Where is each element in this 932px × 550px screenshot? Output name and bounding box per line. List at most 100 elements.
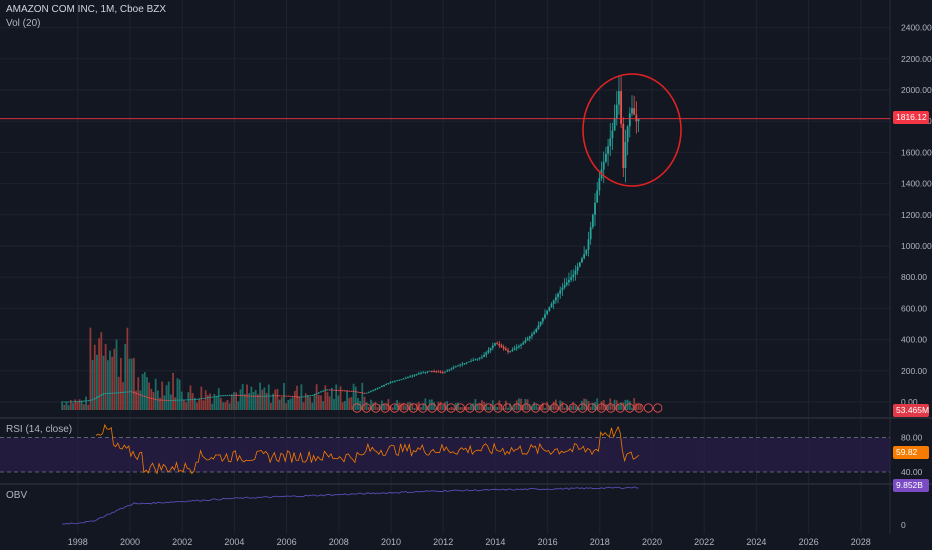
candle-body bbox=[357, 391, 359, 393]
volume-bar bbox=[524, 398, 527, 410]
candle-body bbox=[206, 397, 209, 399]
volume-bar bbox=[113, 348, 116, 410]
candle-body bbox=[298, 396, 301, 398]
candle-body bbox=[287, 395, 290, 397]
candle-body bbox=[624, 142, 627, 168]
volume-bar bbox=[135, 390, 137, 410]
volume-bar bbox=[613, 399, 616, 410]
volume-bar bbox=[85, 396, 87, 410]
candle-body bbox=[274, 395, 277, 397]
candle-body bbox=[213, 396, 216, 398]
candle-body bbox=[148, 397, 151, 399]
candle-body bbox=[496, 343, 499, 344]
candle-body bbox=[128, 391, 131, 393]
volume-bar bbox=[500, 404, 503, 410]
candle-body bbox=[607, 146, 609, 154]
volume-bar bbox=[285, 403, 288, 410]
candle-body bbox=[309, 395, 311, 397]
candle-body bbox=[307, 395, 309, 397]
candle-body bbox=[65, 401, 68, 403]
candle-body bbox=[389, 381, 392, 383]
candle-body bbox=[444, 371, 446, 373]
volume-bar bbox=[339, 386, 342, 410]
candle-body bbox=[374, 389, 377, 390]
candle-body bbox=[74, 401, 77, 403]
candle-body bbox=[176, 399, 179, 401]
event-marker bbox=[559, 403, 569, 413]
volume-bar bbox=[430, 399, 433, 410]
x-tick-label: 2012 bbox=[433, 537, 453, 547]
volume-bar bbox=[209, 393, 211, 410]
volume-bar bbox=[341, 402, 344, 410]
event-marker bbox=[568, 403, 578, 413]
candle-body bbox=[304, 396, 307, 397]
volume-bar bbox=[509, 403, 512, 410]
y-tick-label: 0.00 bbox=[901, 397, 918, 407]
y-tick-label: 1600.00 bbox=[901, 147, 932, 157]
volume-bar bbox=[228, 403, 231, 410]
candle-body bbox=[422, 372, 425, 374]
volume-bar bbox=[165, 385, 168, 410]
candle-body bbox=[119, 392, 122, 394]
y-tick-label: 600.00 bbox=[901, 303, 927, 313]
candle-body bbox=[217, 395, 220, 397]
candle-body bbox=[631, 108, 633, 114]
volume-bar bbox=[550, 405, 553, 410]
candle-body bbox=[622, 123, 625, 168]
candle-body bbox=[424, 371, 427, 373]
candle-body bbox=[152, 398, 155, 400]
candle-body bbox=[243, 395, 246, 397]
volume-bar bbox=[141, 373, 144, 410]
volume-bar bbox=[265, 392, 268, 410]
volume-bar bbox=[315, 384, 318, 410]
volume-bar bbox=[193, 397, 196, 410]
event-marker bbox=[634, 403, 644, 413]
candle-body bbox=[156, 399, 159, 401]
volume-bar bbox=[578, 407, 581, 410]
candle-body bbox=[139, 394, 142, 396]
volume-bar bbox=[639, 404, 642, 410]
candle-body bbox=[463, 363, 466, 364]
volume-bar bbox=[441, 405, 444, 410]
candle-body bbox=[328, 389, 331, 391]
candle-body bbox=[620, 91, 623, 124]
volume-bar bbox=[289, 398, 292, 410]
volume-bar bbox=[278, 399, 281, 410]
x-tick-label: 1998 bbox=[68, 537, 88, 547]
candle-body bbox=[513, 348, 516, 350]
event-marker bbox=[399, 403, 409, 413]
candle-body bbox=[270, 395, 272, 397]
candle-body bbox=[554, 297, 557, 301]
volume-bar bbox=[354, 386, 357, 410]
volume-bar bbox=[69, 400, 72, 410]
event-marker bbox=[540, 403, 550, 413]
x-tick-label: 2008 bbox=[329, 537, 349, 547]
event-marker bbox=[465, 403, 475, 413]
volume-bar bbox=[261, 389, 264, 410]
candle-body bbox=[169, 400, 172, 401]
candle-body bbox=[311, 395, 314, 396]
event-marker bbox=[427, 403, 437, 413]
volume-bar bbox=[637, 404, 640, 410]
candle-body bbox=[322, 390, 325, 392]
candle-body bbox=[215, 396, 218, 397]
volume-bar bbox=[426, 406, 429, 410]
volume-bar bbox=[457, 402, 459, 410]
candle-body bbox=[235, 394, 238, 396]
volume-bar bbox=[589, 406, 592, 410]
volume-bar bbox=[159, 397, 161, 410]
candle-body bbox=[539, 321, 542, 326]
rsi-tick-label: 80.00 bbox=[901, 433, 923, 443]
candle-body bbox=[400, 379, 403, 381]
volume-bar bbox=[133, 357, 135, 410]
candle-body bbox=[430, 370, 433, 372]
candle-body bbox=[324, 389, 327, 391]
volume-bar bbox=[302, 402, 305, 410]
candle-body bbox=[196, 398, 198, 400]
volume-bar bbox=[596, 398, 599, 410]
event-marker bbox=[615, 403, 625, 413]
rsi-band bbox=[0, 437, 890, 472]
volume-bar bbox=[352, 383, 355, 410]
volume-bar bbox=[635, 403, 638, 410]
